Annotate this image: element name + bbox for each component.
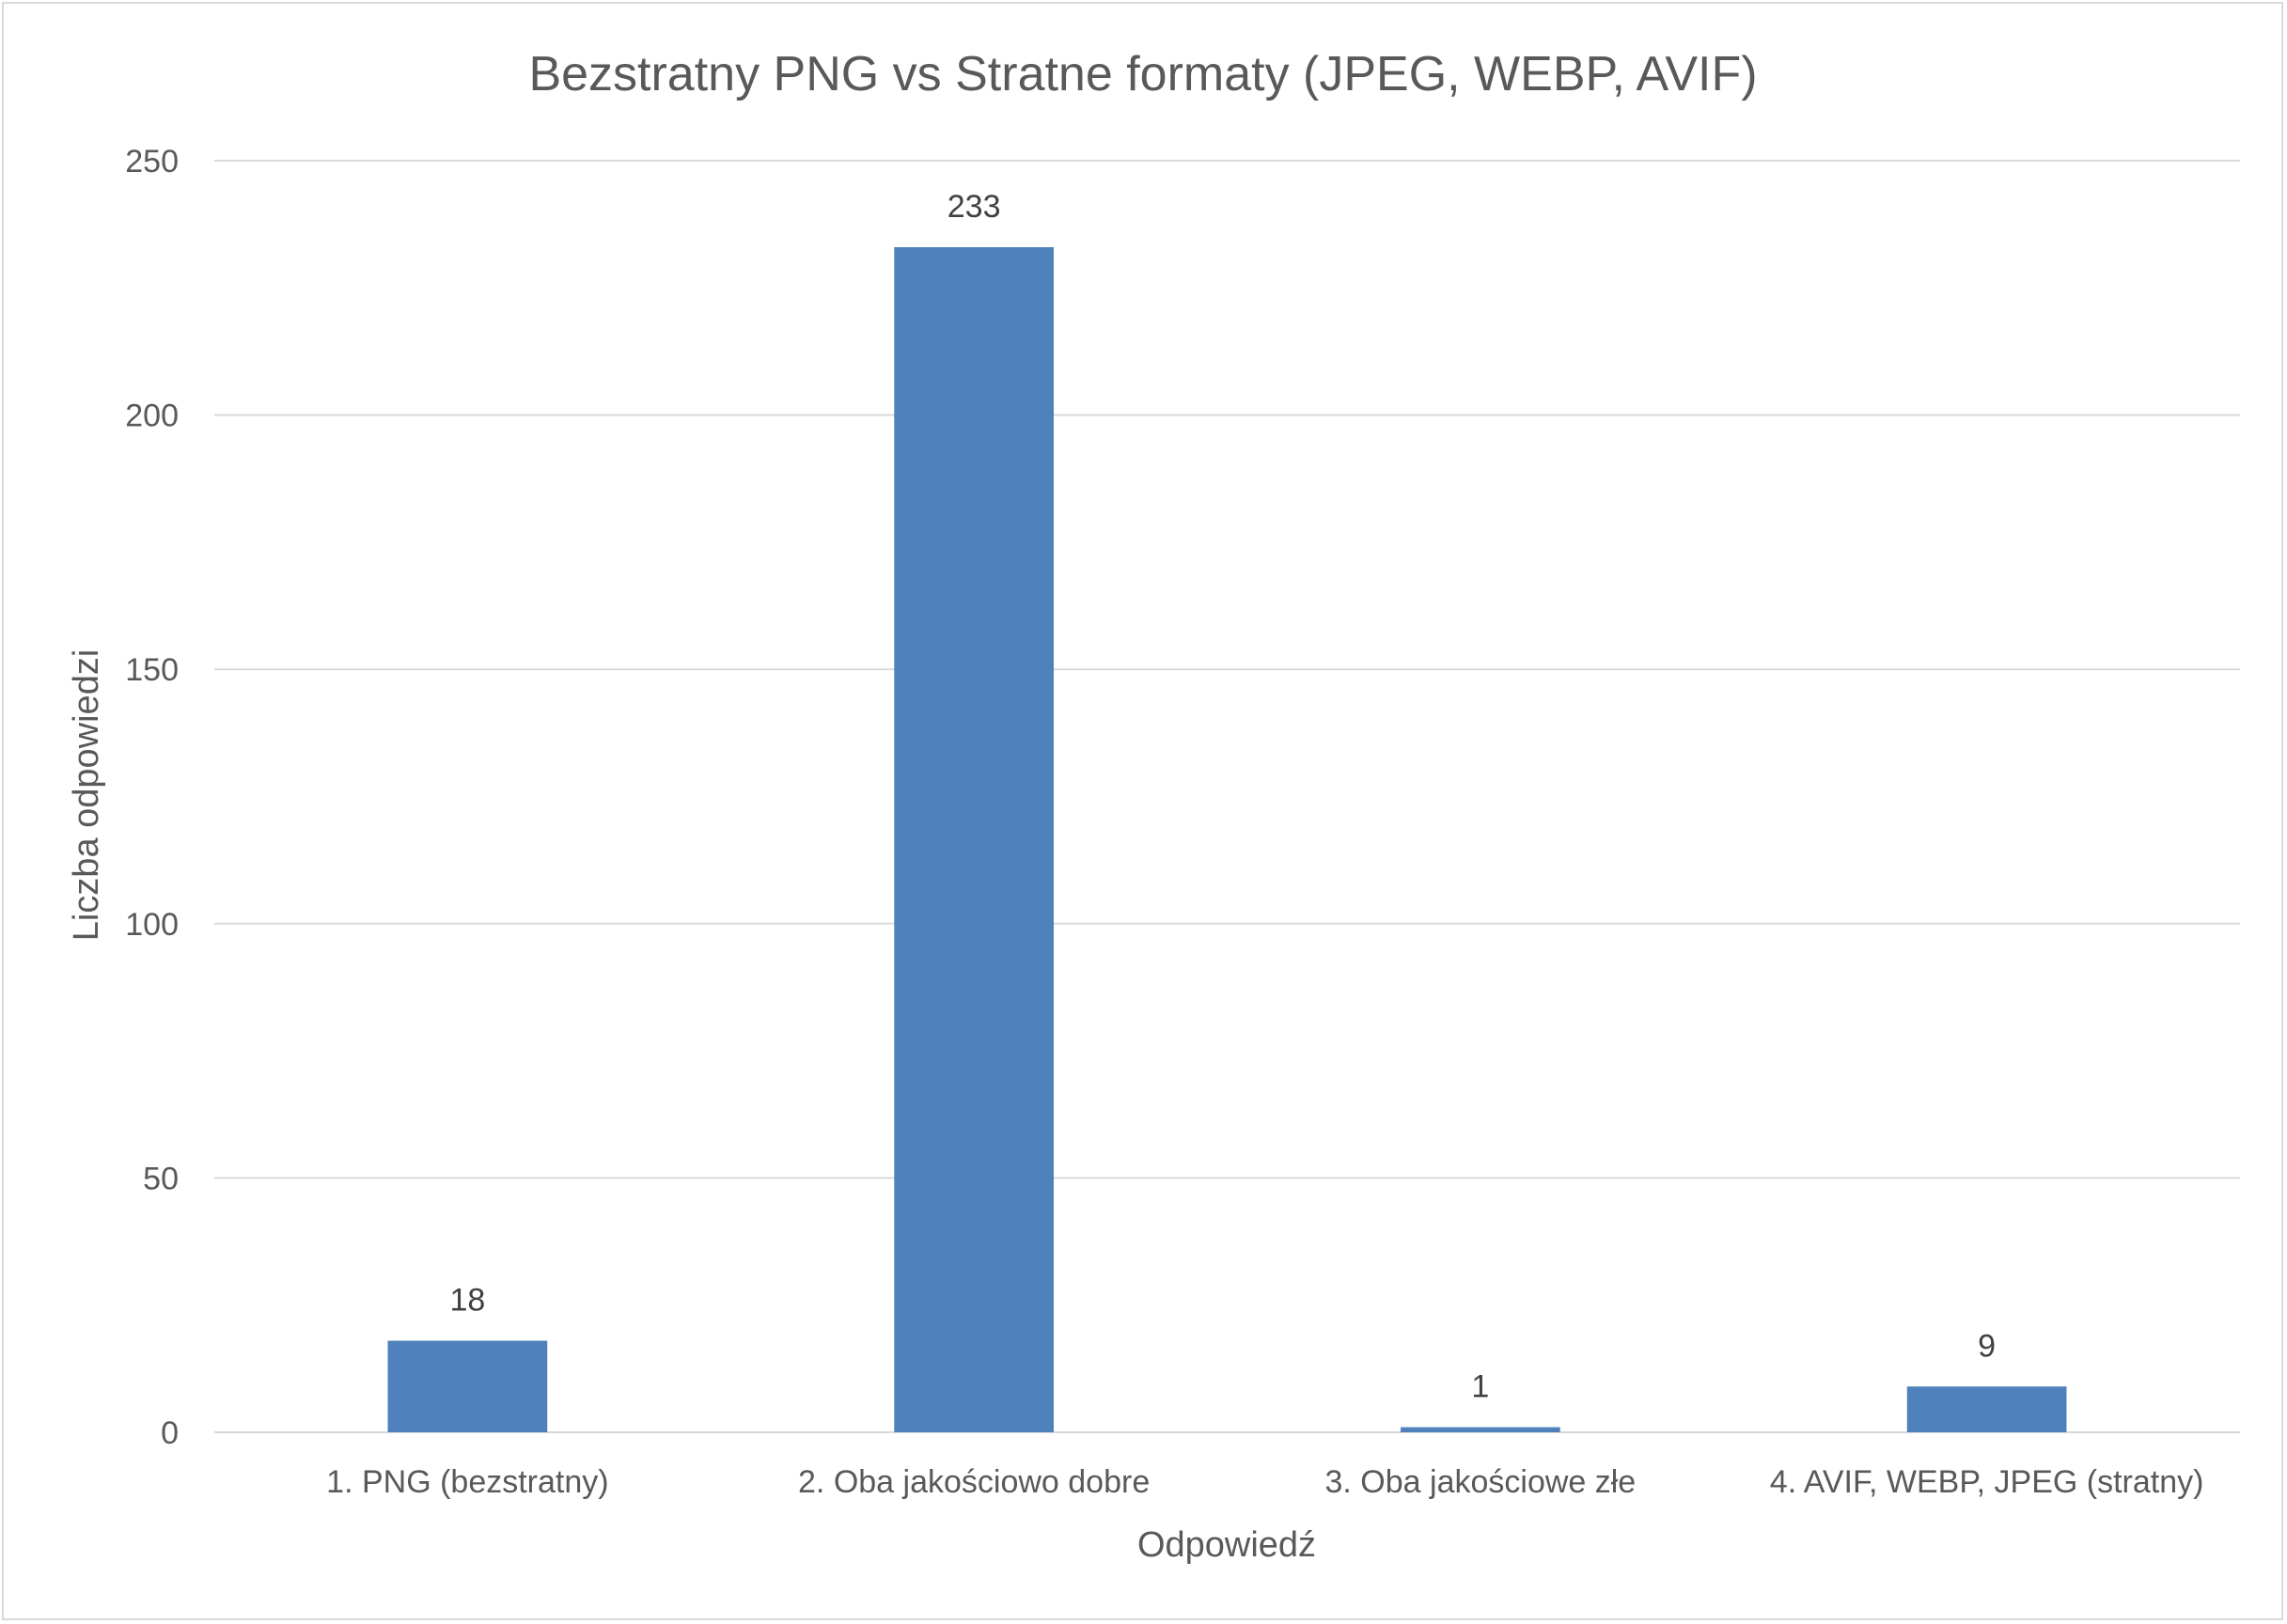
data-label: 233 [948, 189, 1001, 225]
data-label: 1 [1471, 1369, 1489, 1405]
gridlines [214, 160, 2240, 1433]
bar [1906, 1386, 2067, 1432]
y-tick-label: 50 [143, 1161, 179, 1196]
bar [1401, 1427, 1560, 1432]
y-tick-label: 250 [125, 144, 179, 180]
y-tick-label: 150 [125, 652, 179, 688]
chart-title: Bezstratny PNG vs Stratne formaty (JPEG,… [528, 47, 1757, 102]
x-axis-title: Odpowiedź [1137, 1525, 1316, 1565]
x-tick-label: 2. Oba jakościowo dobre [798, 1464, 1150, 1500]
data-labels: 18 233 1 9 [449, 189, 1996, 1405]
y-axis-tick-labels: 0 50 100 150 200 250 [125, 144, 179, 1451]
bar [894, 247, 1054, 1432]
x-tick-label: 3. Oba jakościowe złe [1325, 1464, 1637, 1500]
y-axis-title: Liczba odpowiedzi [67, 649, 106, 942]
y-tick-label: 200 [125, 398, 179, 434]
y-tick-label: 100 [125, 907, 179, 943]
bars [387, 247, 2067, 1432]
data-label: 18 [449, 1283, 485, 1319]
y-tick-label: 0 [161, 1415, 179, 1451]
x-axis-tick-labels: 1. PNG (bezstratny) 2. Oba jakościowo dob… [326, 1464, 2203, 1500]
x-tick-label: 4. AVIF, WEBP, JPEG (stratny) [1770, 1464, 2204, 1500]
data-label: 9 [1978, 1328, 1996, 1364]
bar [387, 1340, 548, 1432]
x-tick-label: 1. PNG (bezstratny) [326, 1464, 608, 1500]
